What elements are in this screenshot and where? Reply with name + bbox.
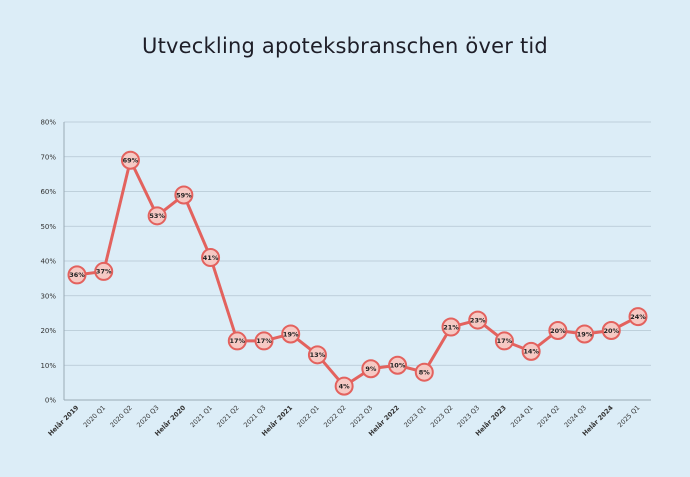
data-point [361, 359, 381, 379]
data-point [254, 331, 274, 351]
data-point [521, 341, 541, 361]
x-tick-label: 2023 Q3 [456, 404, 481, 429]
data-label: 10% [390, 362, 406, 370]
data-label: 20% [550, 327, 566, 335]
y-tick-label: 70% [40, 153, 56, 161]
data-label: 8% [419, 369, 431, 377]
data-point [334, 376, 354, 396]
x-tick-label: 2022 Q2 [322, 404, 347, 429]
x-tick-label: 2020 Q2 [108, 404, 133, 429]
y-tick-label: 20% [40, 327, 56, 335]
data-point [281, 324, 301, 344]
data-point [94, 261, 114, 281]
data-label: 59% [176, 191, 192, 199]
data-label: 36% [69, 271, 85, 279]
x-tick-label: 2022 Q3 [349, 404, 374, 429]
data-point [575, 324, 595, 344]
data-label: 20% [604, 327, 620, 335]
data-point [441, 317, 461, 337]
y-tick-label: 10% [40, 362, 56, 370]
data-point [601, 321, 621, 340]
data-point [67, 265, 87, 285]
x-tick-label: 2023 Q1 [402, 404, 427, 429]
data-point [201, 248, 221, 268]
data-point [120, 150, 140, 170]
data-label: 17% [497, 337, 513, 345]
data-point [548, 321, 568, 340]
data-point [414, 362, 434, 382]
series-line [75, 158, 640, 388]
data-point [628, 307, 648, 327]
data-point [494, 331, 514, 351]
y-tick-label: 50% [40, 223, 56, 231]
x-tick-label: Helår 2019 [46, 403, 81, 438]
x-tick-label: 2020 Q3 [135, 404, 160, 429]
data-point [468, 310, 488, 330]
x-tick-label: 2021 Q1 [189, 404, 214, 429]
data-label: 37% [96, 268, 112, 276]
data-label: 19% [283, 330, 299, 338]
data-label: 14% [523, 348, 539, 356]
x-tick-label: 2021 Q2 [215, 404, 240, 429]
x-tick-label: 2024 Q1 [509, 404, 534, 429]
chart-title: Utveckling apoteksbranschen över tid [142, 34, 548, 58]
data-label: 9% [365, 365, 377, 373]
x-tick-label: 2023 Q2 [429, 404, 454, 429]
x-tick-label: 2025 Q1 [616, 404, 641, 429]
x-tick-label: 2022 Q1 [295, 404, 320, 429]
data-label: 24% [630, 313, 646, 321]
data-label: 21% [443, 323, 459, 331]
y-tick-label: 40% [40, 258, 56, 266]
x-tick-label: 2024 Q3 [563, 404, 588, 429]
data-label: 17% [230, 337, 246, 345]
data-label: 41% [203, 254, 219, 262]
y-tick-label: 30% [40, 292, 56, 300]
data-point [174, 185, 194, 205]
data-label: 23% [470, 316, 486, 324]
data-label: 19% [577, 330, 593, 338]
data-label: 17% [256, 337, 272, 345]
x-tick-label: 2024 Q2 [536, 404, 561, 429]
data-point [388, 355, 408, 375]
data-point [227, 331, 247, 351]
data-label: 69% [123, 157, 139, 165]
data-label: 4% [339, 382, 351, 390]
data-label: 13% [310, 351, 326, 359]
data-point [307, 345, 327, 365]
y-tick-label: 0% [45, 397, 56, 405]
x-tick-label: 2021 Q3 [242, 404, 267, 429]
y-tick-label: 60% [40, 188, 56, 196]
data-point [147, 206, 167, 226]
data-label: 53% [149, 212, 165, 220]
x-tick-label: 2020 Q1 [82, 404, 107, 429]
y-tick-label: 80% [40, 119, 56, 127]
